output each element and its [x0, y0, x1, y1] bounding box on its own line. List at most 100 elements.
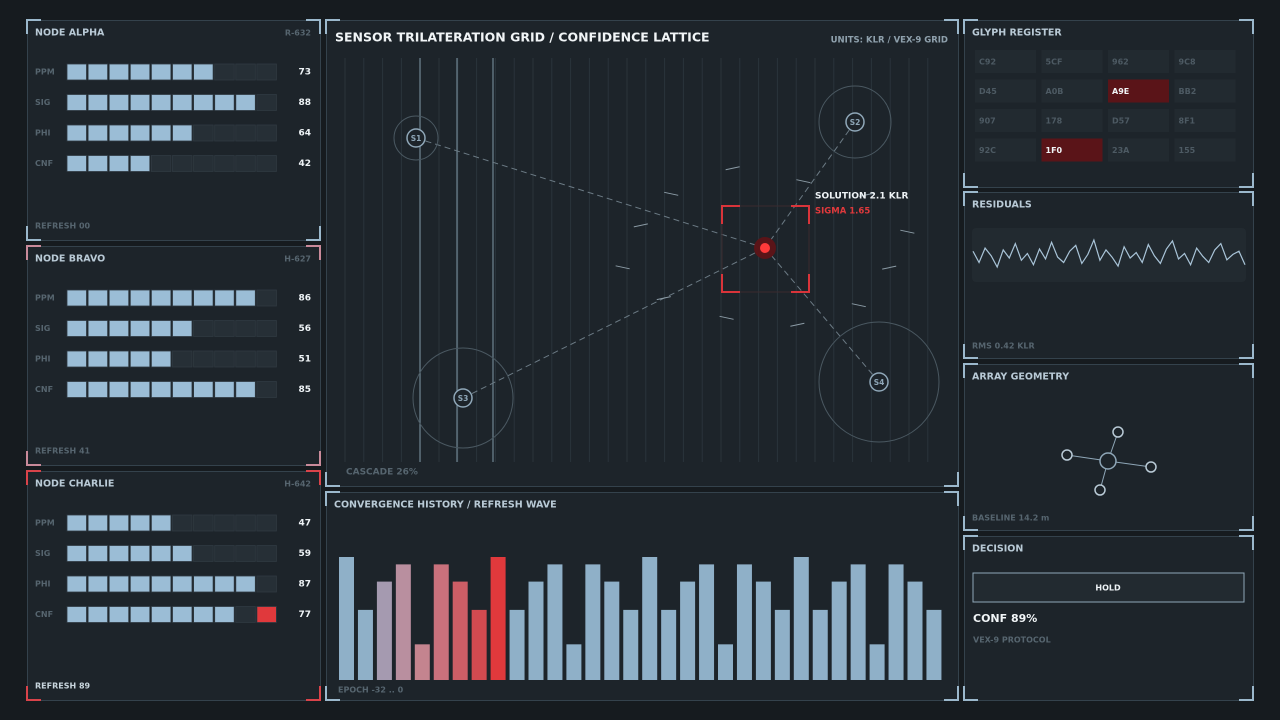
label: 87	[298, 580, 311, 590]
corner-bracket	[963, 344, 978, 359]
meter-segment	[87, 381, 108, 398]
glyph-cell	[1108, 109, 1169, 132]
meter-segment	[129, 514, 151, 532]
range-ring	[818, 85, 892, 159]
label: DECISION	[972, 544, 1023, 555]
label: H-627	[284, 255, 311, 264]
geometry-hub	[1099, 452, 1117, 470]
label: 23A	[1112, 146, 1130, 155]
meter-segment	[235, 124, 256, 142]
meter-segment	[108, 514, 130, 532]
meter-segment	[87, 545, 108, 562]
target-bracket	[721, 205, 740, 224]
corner-bracket	[325, 686, 340, 701]
sensor	[406, 128, 426, 148]
meter-segment	[193, 350, 214, 368]
history-bar	[604, 581, 620, 680]
meter-segment	[193, 381, 214, 398]
meter-segment	[108, 320, 130, 337]
glyph-cell	[1174, 138, 1236, 162]
meter-segment	[172, 94, 193, 111]
range-line	[462, 247, 766, 399]
meter-segment	[129, 545, 151, 562]
meter-segment	[87, 320, 108, 337]
meter-segment	[193, 124, 214, 142]
meter-segment	[66, 94, 87, 111]
meter-segment	[256, 606, 277, 623]
meter-segment	[66, 289, 87, 307]
label: CNF	[35, 159, 53, 168]
meter-segment	[172, 545, 193, 562]
meter-segment	[87, 606, 108, 623]
glyph-cell	[1174, 109, 1236, 132]
history-bar	[414, 644, 430, 680]
meter-segment	[108, 575, 130, 593]
corner-bracket	[944, 686, 959, 701]
meter-segment	[214, 289, 235, 307]
residual-line	[972, 238, 1246, 269]
meter-segment	[214, 606, 235, 623]
meter-segment	[150, 545, 172, 562]
label: REFRESH 41	[35, 447, 91, 456]
glyph-cell	[1041, 109, 1103, 132]
meter-segment	[87, 124, 108, 142]
meter-segment	[66, 350, 87, 368]
label: S1	[411, 134, 422, 143]
target	[760, 243, 770, 253]
corner-bracket	[26, 19, 41, 34]
meter-segment	[87, 155, 108, 172]
meter-segment	[214, 155, 235, 172]
corner-bracket	[26, 470, 41, 485]
label: 56	[298, 324, 311, 334]
meter-segment	[193, 289, 214, 307]
label: A9E	[1112, 87, 1129, 96]
label: SIG	[35, 324, 50, 333]
history-bar	[376, 581, 392, 680]
history-bar	[718, 644, 733, 680]
meter-segment	[150, 350, 172, 368]
meter-segment	[87, 63, 108, 81]
meter-segment	[172, 63, 193, 81]
history-bar	[528, 581, 544, 680]
lattice-tick	[796, 179, 811, 184]
history-bar	[395, 564, 411, 680]
meter-segment	[87, 289, 108, 307]
label: A0B	[1046, 87, 1064, 96]
label: 51	[298, 355, 311, 365]
label: 73	[298, 68, 311, 78]
sensor	[453, 388, 473, 408]
label: RESIDUALS	[972, 200, 1032, 211]
meter-segment	[66, 320, 87, 337]
meter-segment	[172, 124, 193, 142]
meter-segment	[235, 63, 256, 81]
corner-bracket	[944, 472, 959, 487]
glyph-cell	[1041, 79, 1103, 103]
meter-segment	[87, 514, 108, 532]
panel	[964, 364, 1254, 531]
lattice-tick	[859, 192, 874, 197]
corner-bracket	[306, 451, 321, 466]
lattice-tick	[615, 265, 630, 270]
label[interactable]: HOLD	[1095, 584, 1121, 593]
label: UNITS: KLR / VEX-9 GRID	[831, 36, 948, 46]
panel	[964, 536, 1254, 701]
meter-segment	[214, 514, 235, 532]
lattice-tick	[882, 265, 897, 270]
history-bar	[907, 581, 923, 680]
meter-segment	[256, 545, 277, 562]
meter-segment	[172, 381, 193, 398]
meter-segment	[150, 575, 172, 593]
lattice-tick	[656, 296, 671, 301]
corner-bracket	[306, 245, 321, 260]
meter-segment	[235, 545, 256, 562]
meter-segment	[193, 606, 214, 623]
label: R-632	[285, 29, 311, 38]
meter-segment	[193, 545, 214, 562]
meter-segment	[172, 350, 193, 368]
corner-bracket	[1239, 19, 1254, 34]
corner-bracket	[963, 173, 978, 188]
label: 92C	[979, 146, 996, 155]
hold-button[interactable]	[972, 572, 1245, 603]
meter-segment	[150, 289, 172, 307]
